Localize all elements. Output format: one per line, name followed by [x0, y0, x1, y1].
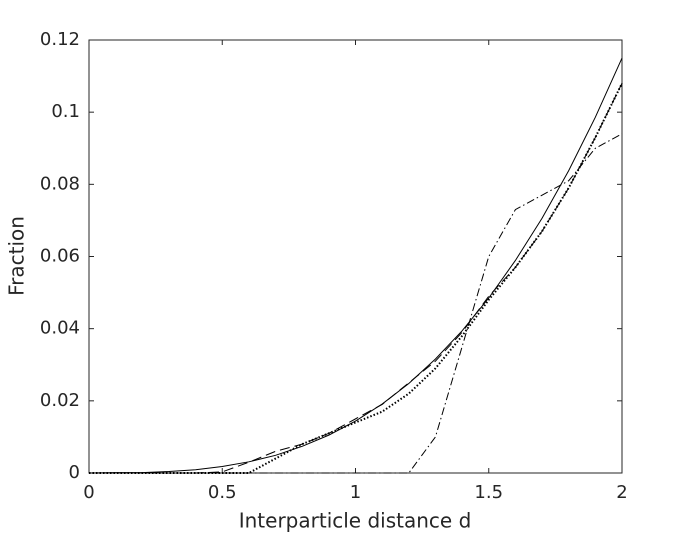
x-tick-label: 0.5 [208, 482, 237, 503]
y-tick-label: 0.12 [40, 29, 80, 50]
x-tick-label: 1 [350, 482, 361, 503]
y-tick-label: 0 [69, 462, 80, 483]
line-series [89, 133, 623, 474]
y-tick-label: 0.02 [40, 390, 80, 411]
x-tick-label: 0 [83, 482, 94, 503]
y-tick-label: 0.08 [40, 173, 80, 194]
x-tick-label: 2 [616, 482, 627, 503]
line-series [89, 83, 623, 474]
y-tick-label: 0.04 [40, 318, 80, 339]
y-tick-label: 0.1 [51, 101, 80, 122]
x-tick-label: 1.5 [474, 482, 503, 503]
line-series [88, 57, 623, 474]
plot-frame [88, 39, 623, 474]
y-tick-label: 0.06 [40, 246, 80, 267]
y-axis-label: Fraction [5, 216, 29, 296]
x-axis-label: Interparticle distance d [239, 509, 472, 533]
